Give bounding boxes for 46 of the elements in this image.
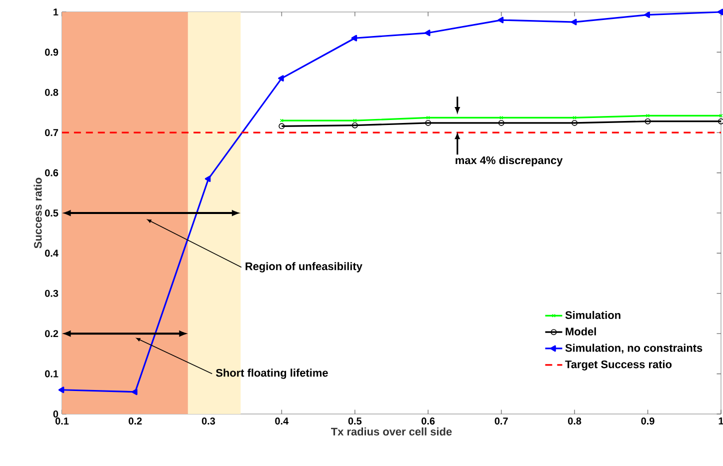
y-tick-label: 0.3: [45, 290, 58, 297]
y-tick-label: 0.5: [45, 209, 58, 217]
y-tick-label: 0.8: [45, 88, 58, 96]
x-tick-label: 0.7: [494, 418, 508, 425]
point: [352, 122, 358, 128]
annotation: Short floating lifetime: [216, 368, 328, 379]
y-tick-label: 1: [54, 8, 58, 16]
point: [498, 16, 504, 24]
legend-label: Target Success ratio: [565, 360, 672, 370]
y-tick-label: 0.4: [45, 250, 58, 257]
y-tick-label: 0: [53, 410, 58, 418]
point: [424, 30, 430, 36]
point: [278, 75, 284, 82]
x-tick-label: 1: [718, 418, 723, 424]
y-tick-label: 0.7: [45, 129, 58, 136]
annotation: max 4% discrepancy: [456, 156, 563, 166]
x-axis-title: Tx radius over cell side: [331, 427, 452, 436]
y-tick-label: 0.1: [45, 370, 58, 378]
y-tick-label: 0.2: [45, 330, 58, 338]
point: [572, 120, 578, 126]
point: [351, 34, 358, 42]
x-tick-label: 0.5: [348, 418, 362, 425]
point: [132, 388, 138, 396]
x-tick-label: 0.2: [128, 418, 142, 425]
y-tick-label: 0.6: [45, 169, 58, 176]
y-axis-title: Success ratio: [34, 178, 42, 248]
x-tick-label: 0.9: [641, 418, 654, 425]
point: [570, 18, 577, 26]
point: [646, 114, 650, 118]
point: [644, 118, 651, 124]
point: [58, 386, 64, 394]
point: [498, 120, 504, 126]
legend-label: Simulation: [565, 310, 620, 319]
x-tick-label: 0.3: [202, 418, 216, 425]
point: [204, 176, 211, 182]
legend-label: Simulation, no constraints: [565, 344, 702, 354]
point: [717, 8, 723, 16]
point: [644, 12, 650, 18]
x-tick-label: 0.8: [568, 418, 582, 425]
y-tick-label: 0.9: [45, 48, 58, 56]
legend-label: Model: [566, 327, 596, 336]
point: [425, 120, 432, 126]
point: [500, 116, 504, 120]
annotation: Region of unfeasibility: [246, 262, 362, 272]
x-tick-label: 0.6: [422, 418, 435, 425]
x-tick-label: 0.4: [275, 418, 289, 425]
